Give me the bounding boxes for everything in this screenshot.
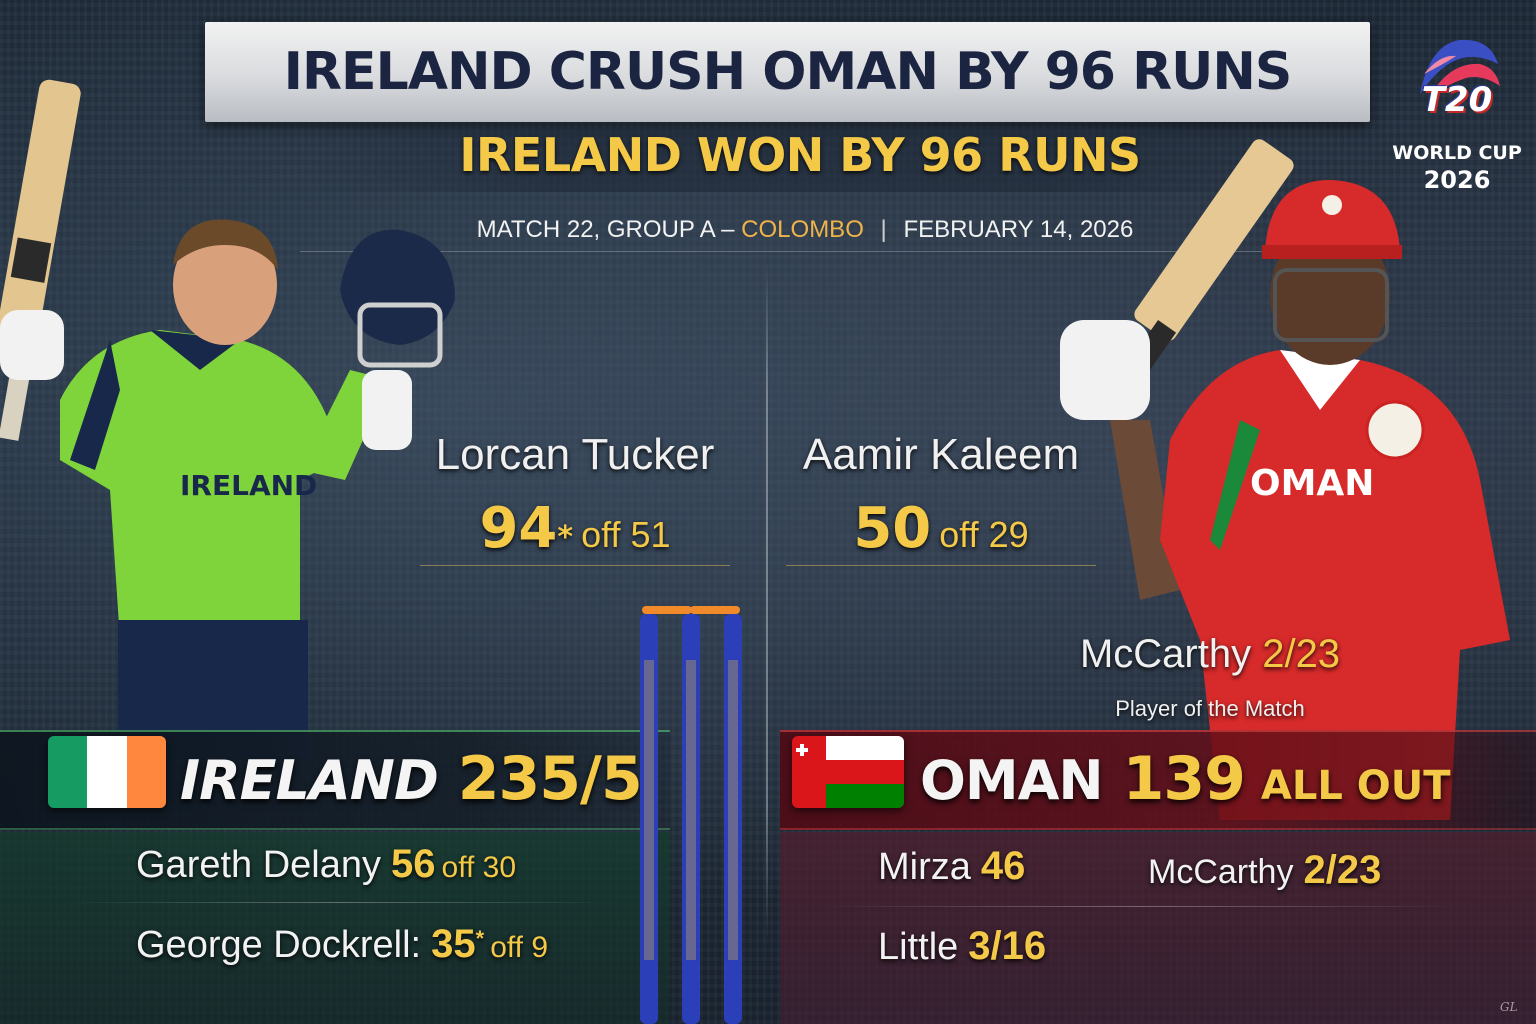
center-divider [766,262,768,942]
ireland-flag-icon [48,736,166,808]
performer-figure: 2/23 [1303,848,1382,892]
oman-player-image: OMAN [1060,139,1510,820]
performer-figure: 46 [980,844,1026,888]
oman-performers-panel [780,832,1536,1024]
match-label: MATCH 22, GROUP A – [476,216,735,243]
logo-world-cup-text: WORLD CUP [1392,142,1522,164]
ireland-player-image: IRELAND [0,79,455,760]
ireland-hero-name: Lorcan Tucker [435,430,715,479]
result-subtitle: IRELAND WON BY 96 RUNS [300,128,1300,192]
oman-performer-3: Little 3/16 [878,924,1046,969]
oman-performer-1: Mirza 46 [878,844,1025,889]
ireland-performer-1: Gareth Delany 56 off 30 [136,842,516,887]
oman-team-name: OMAN [920,749,1104,812]
performer-figure: 56 [391,842,436,886]
oman-score-bar [780,730,1536,830]
performer-name: Little [878,926,959,968]
t20-world-cup-logo-icon [1420,39,1500,96]
title-banner: IRELAND CRUSH OMAN BY 96 RUNS [205,22,1370,122]
oman-hero-name: Aamir Kaleem [802,430,1080,479]
oman-team-total: 139 [1122,744,1246,814]
performer-figure: 35 [431,922,476,966]
match-date: FEBRUARY 14, 2026 [903,216,1134,243]
logo-t20-text: T20 [1421,80,1493,120]
performer-not-out: * [475,926,485,951]
performer-name: McCarthy [1148,853,1294,891]
performer-extra: off 30 [441,851,517,884]
ireland-team-total: 235/5 [457,744,643,814]
t20-world-cup-logo: T20 WORLD CUP 2026 [1392,30,1522,200]
performer-name: Gareth Delany [136,844,382,886]
ireland-hero-score: 94 * off 51 [420,496,730,566]
performer-name: George Dockrell: [136,924,422,966]
oman-stat-separator [820,906,1460,907]
oman-hero-score: 50 off 29 [786,496,1096,566]
oman-hero-balls: off 29 [939,514,1029,555]
potm-label: Player of the Match [1115,696,1305,721]
match-separator: | [880,216,887,243]
ireland-team-name: IRELAND [180,749,439,812]
ireland-hero-not-out: * [557,520,574,555]
oman-hero-runs: 50 [853,496,932,561]
ireland-hero-balls: off 51 [581,514,671,555]
signature: GL [1500,1000,1518,1014]
potm-line: McCarthy 2/23 [1000,632,1420,677]
ireland-team-score: IRELAND 235/5 [180,744,643,814]
oman-jersey-text: OMAN [1250,463,1374,504]
match-info: MATCH 22, GROUP A – COLOMBO | FEBRUARY 1… [300,208,1310,252]
ireland-stat-separator [60,902,620,903]
ireland-jersey-text: IRELAND [180,469,317,502]
helmet-icon [340,229,455,368]
potm-figures: 2/23 [1262,632,1341,676]
oman-team-score: OMAN 139 ALL OUT [920,744,1451,814]
stumps-icon [640,606,742,1024]
match-venue: COLOMBO [741,216,864,243]
performer-figure: 3/16 [968,924,1047,968]
performer-extra: off 9 [490,931,549,964]
ireland-hero-runs: 94 [479,496,558,561]
performer-name: Mirza [878,846,971,888]
ireland-performers-panel [0,832,670,1024]
potm-name: McCarthy [1079,632,1252,676]
logo-year-text: 2026 [1423,166,1491,194]
oman-flag-icon [792,736,904,808]
ireland-performer-2: George Dockrell: 35 * off 9 [136,922,548,967]
cap-icon [1262,180,1402,259]
oman-performer-2: McCarthy 2/23 [1148,848,1381,893]
oman-team-all-out: ALL OUT [1260,763,1451,809]
page-title: IRELAND CRUSH OMAN BY 96 RUNS [283,42,1293,102]
